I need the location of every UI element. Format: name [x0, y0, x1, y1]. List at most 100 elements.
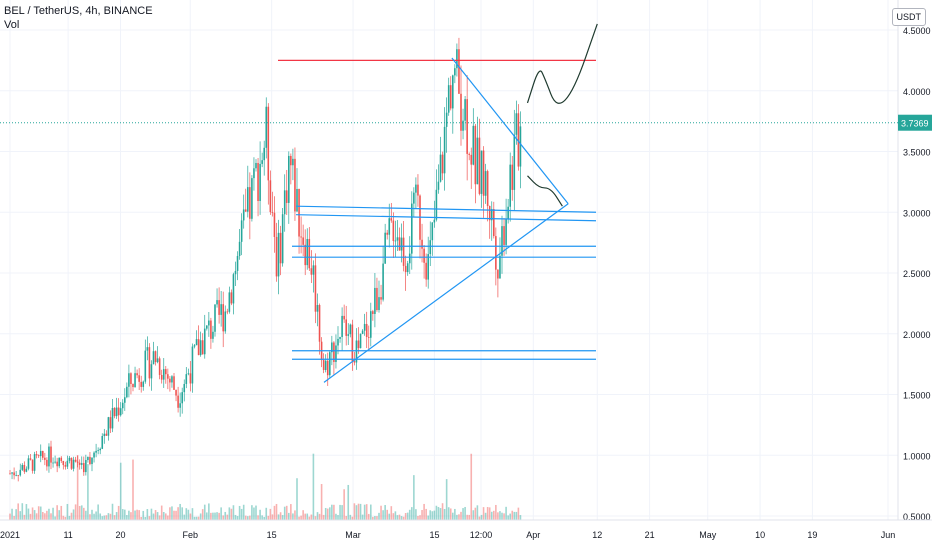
candle-body — [33, 454, 36, 471]
candle-body — [279, 232, 282, 264]
candle-body — [249, 187, 251, 219]
candle-body — [193, 345, 196, 347]
volume-bar — [177, 507, 179, 520]
volume-bar — [68, 515, 71, 520]
volume-bar — [365, 504, 368, 520]
candle-body — [15, 475, 17, 477]
candle-body — [60, 457, 63, 461]
volume-bar — [486, 507, 489, 520]
time-tick-label: May — [699, 530, 717, 540]
volume-bar — [19, 511, 22, 520]
candle-body — [154, 351, 157, 363]
volume-bar — [306, 513, 309, 520]
volume-bar — [505, 506, 507, 520]
volume-bar — [263, 516, 265, 520]
candle-body — [351, 324, 354, 362]
volume-bar — [493, 510, 495, 520]
symbol-title[interactable]: BEL / TetherUS, 4h, BINANCE — [4, 5, 153, 17]
volume-bar — [70, 512, 73, 520]
volume-bar — [56, 505, 58, 520]
volume-bar — [228, 507, 231, 520]
candle-body — [216, 300, 218, 305]
price-axis[interactable]: 4.5000 4.0000 3.5000 3.0000 2.5000 2.0000 1.50… — [897, 0, 931, 522]
candle-body — [300, 236, 302, 238]
volume-bar — [367, 513, 370, 520]
volume-bar — [89, 514, 91, 520]
volume-bar — [249, 515, 251, 520]
volume-bar — [429, 510, 432, 520]
volume-bar — [435, 505, 438, 520]
volume-bar — [447, 507, 450, 520]
volume-bar — [181, 507, 183, 520]
volume-bar — [456, 514, 458, 520]
volume-bar — [417, 515, 419, 520]
volume-bar — [441, 503, 444, 520]
candle-body — [382, 263, 384, 300]
candle-body — [158, 358, 161, 375]
candle-body — [449, 85, 452, 109]
volume-bar — [199, 513, 202, 520]
time-axis[interactable]: 2021 11 20 Feb 15 Mar 15 12:00 Apr 12 21 May 10 19 Jun — [0, 519, 932, 540]
candle-body — [232, 274, 235, 304]
volume-bar — [95, 511, 97, 520]
candle-body — [191, 346, 194, 384]
volume-bar — [11, 508, 13, 520]
volume-bar — [277, 514, 280, 520]
volume-bar — [427, 515, 429, 520]
candle-body — [281, 214, 284, 264]
candle-body — [189, 373, 192, 384]
candle-body — [39, 450, 42, 457]
volume-bar — [255, 505, 257, 520]
candle-body — [66, 460, 69, 467]
volume-bar — [247, 516, 249, 520]
candle-body — [486, 171, 489, 206]
volume-bar — [415, 509, 417, 520]
drawings[interactable] — [278, 23, 598, 383]
candle-body — [396, 237, 399, 241]
candle-body — [480, 150, 483, 194]
candle-body — [230, 292, 233, 304]
candle-body — [294, 158, 296, 212]
volume-bar — [173, 510, 175, 520]
volume-bar — [259, 509, 261, 520]
volume-bar — [495, 504, 497, 520]
volume-bar — [25, 504, 28, 520]
volume-bar — [431, 511, 434, 520]
candle-body — [466, 99, 468, 154]
volume-bar — [9, 513, 11, 520]
candle-body — [273, 212, 276, 237]
candle-body — [324, 360, 327, 370]
volume-bar — [283, 506, 286, 520]
volume-bar — [326, 508, 329, 520]
volume-bar — [146, 509, 149, 520]
candle-body — [148, 347, 151, 379]
candle-body — [408, 253, 411, 264]
candle-body — [406, 263, 409, 273]
volume-bar — [335, 513, 337, 520]
volume-bar — [355, 505, 358, 520]
volume-bar — [201, 509, 204, 520]
volume-bar — [468, 514, 470, 520]
candle-body — [306, 238, 309, 266]
candle-body — [314, 265, 317, 312]
volume-bar — [210, 512, 212, 520]
volume-bar — [156, 512, 159, 520]
candle-body — [497, 269, 499, 279]
indicator-label[interactable]: Vol — [4, 19, 20, 31]
currency-button[interactable]: USDT — [891, 8, 926, 26]
volume-bar — [169, 507, 171, 520]
time-tick-label: Mar — [345, 530, 361, 540]
volume-bar — [267, 515, 270, 520]
last-price-badge — [898, 114, 932, 131]
candle-body — [21, 464, 24, 470]
volume-bar — [443, 508, 446, 520]
candle-body — [443, 126, 446, 174]
candle-body — [302, 237, 304, 245]
volume-bar — [130, 512, 132, 520]
price-tick-label: 1.0000 — [903, 451, 931, 461]
candle-body — [263, 147, 265, 161]
candle-body — [458, 49, 460, 94]
candle-body — [162, 369, 165, 380]
